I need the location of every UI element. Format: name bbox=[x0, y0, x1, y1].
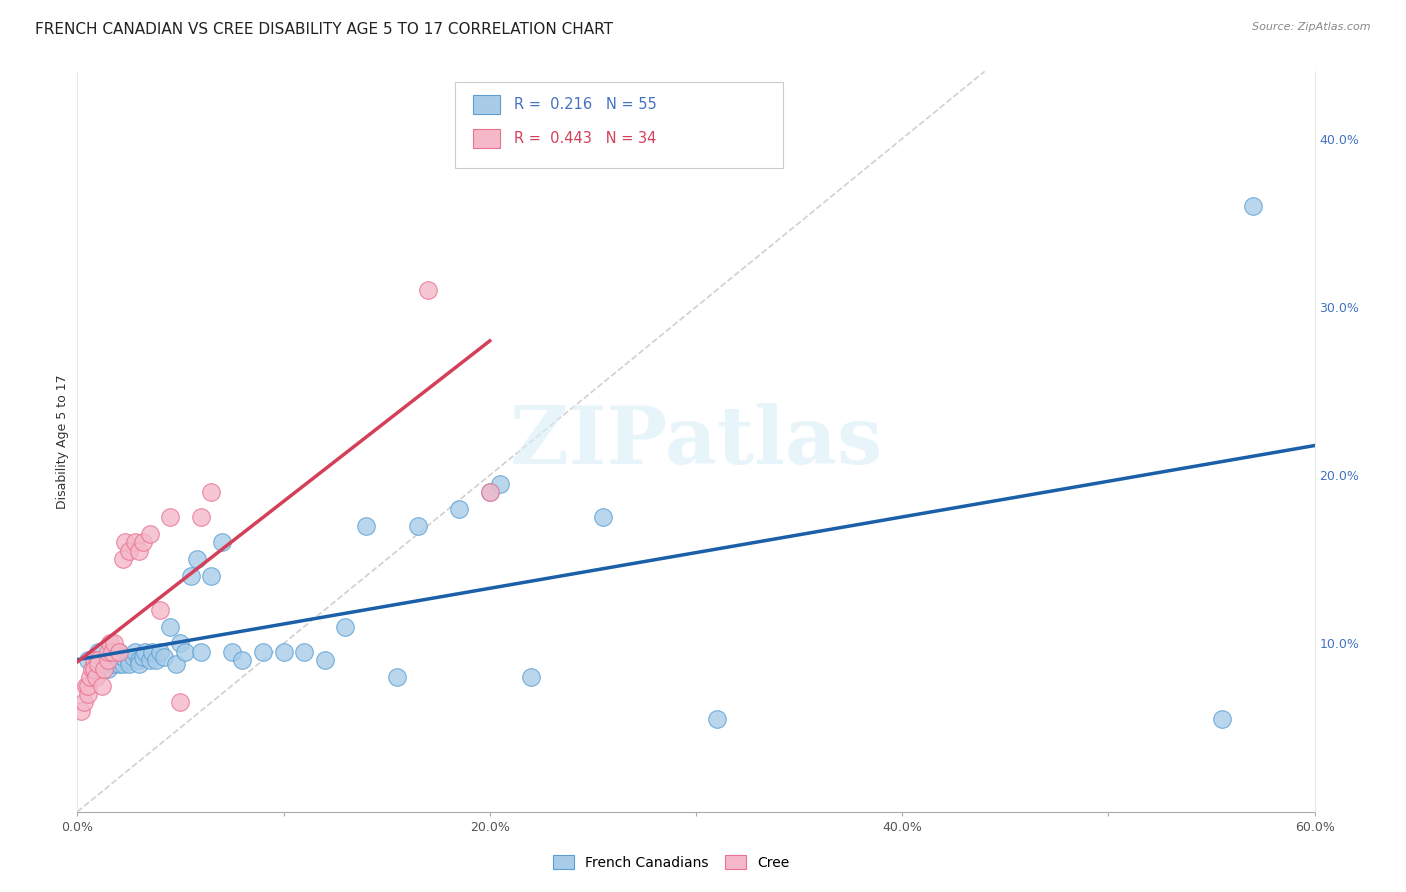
Point bbox=[153, 649, 176, 664]
Point bbox=[91, 653, 114, 667]
Point bbox=[107, 653, 129, 667]
Point bbox=[128, 653, 150, 667]
Point bbox=[335, 619, 357, 633]
Legend: French Canadians, Cree: French Canadians, Cree bbox=[547, 849, 794, 875]
Point bbox=[111, 657, 134, 671]
Point bbox=[76, 653, 98, 667]
Point bbox=[111, 649, 134, 664]
FancyBboxPatch shape bbox=[474, 95, 501, 114]
Point bbox=[478, 485, 501, 500]
Point bbox=[169, 636, 191, 650]
Point bbox=[118, 657, 141, 671]
Point bbox=[76, 687, 98, 701]
Point bbox=[489, 476, 512, 491]
Point bbox=[292, 645, 315, 659]
Point bbox=[128, 544, 150, 558]
Point bbox=[145, 653, 167, 667]
Point bbox=[97, 645, 120, 659]
Point bbox=[520, 670, 543, 684]
Point bbox=[447, 501, 470, 516]
Point bbox=[252, 645, 274, 659]
Point bbox=[107, 645, 129, 659]
Point bbox=[107, 645, 129, 659]
Point bbox=[83, 662, 105, 676]
Text: ZIPatlas: ZIPatlas bbox=[510, 402, 882, 481]
Point bbox=[416, 283, 439, 297]
Y-axis label: Disability Age 5 to 17: Disability Age 5 to 17 bbox=[56, 375, 69, 508]
Point bbox=[190, 510, 212, 524]
Point bbox=[97, 653, 120, 667]
Point bbox=[84, 670, 107, 684]
Point bbox=[124, 535, 146, 549]
Point bbox=[101, 649, 124, 664]
Point bbox=[211, 535, 233, 549]
FancyBboxPatch shape bbox=[474, 129, 501, 148]
Text: R =  0.216   N = 55: R = 0.216 N = 55 bbox=[515, 97, 657, 112]
Point bbox=[75, 679, 97, 693]
Point bbox=[91, 679, 114, 693]
Point bbox=[159, 510, 181, 524]
Point bbox=[385, 670, 408, 684]
Point bbox=[200, 485, 222, 500]
Point bbox=[132, 649, 155, 664]
Point bbox=[169, 695, 191, 709]
Point bbox=[138, 527, 160, 541]
FancyBboxPatch shape bbox=[454, 82, 783, 168]
Point bbox=[1211, 712, 1233, 726]
Point bbox=[114, 535, 136, 549]
Point bbox=[87, 645, 110, 659]
Point bbox=[1241, 199, 1264, 213]
Point bbox=[79, 670, 101, 684]
Point bbox=[76, 679, 98, 693]
Point bbox=[97, 662, 120, 676]
Point bbox=[165, 657, 187, 671]
Point bbox=[173, 645, 195, 659]
Point bbox=[231, 653, 253, 667]
Point bbox=[107, 657, 129, 671]
Point bbox=[70, 704, 93, 718]
Point bbox=[122, 649, 145, 664]
Point bbox=[98, 636, 121, 650]
Text: Source: ZipAtlas.com: Source: ZipAtlas.com bbox=[1253, 22, 1371, 32]
Point bbox=[93, 657, 115, 671]
Point bbox=[83, 662, 105, 676]
Point bbox=[159, 619, 181, 633]
Point bbox=[354, 518, 377, 533]
Point bbox=[149, 645, 172, 659]
Point bbox=[103, 636, 125, 650]
Point bbox=[87, 653, 110, 667]
Point bbox=[221, 645, 243, 659]
Text: FRENCH CANADIAN VS CREE DISABILITY AGE 5 TO 17 CORRELATION CHART: FRENCH CANADIAN VS CREE DISABILITY AGE 5… bbox=[35, 22, 613, 37]
Point bbox=[132, 535, 155, 549]
Point bbox=[706, 712, 728, 726]
Point bbox=[101, 645, 124, 659]
Point bbox=[83, 653, 105, 667]
Point bbox=[87, 662, 110, 676]
Point bbox=[80, 662, 103, 676]
Point bbox=[406, 518, 429, 533]
Point bbox=[200, 569, 222, 583]
Point bbox=[124, 645, 146, 659]
Point bbox=[87, 657, 110, 671]
Point bbox=[592, 510, 614, 524]
Point bbox=[478, 485, 501, 500]
Point bbox=[97, 653, 120, 667]
Point bbox=[93, 662, 115, 676]
Point bbox=[118, 544, 141, 558]
Point bbox=[118, 653, 141, 667]
Point bbox=[103, 657, 125, 671]
Point bbox=[138, 653, 160, 667]
Point bbox=[273, 645, 295, 659]
Point bbox=[141, 645, 163, 659]
Point bbox=[180, 569, 202, 583]
Point bbox=[72, 695, 94, 709]
Text: R =  0.443   N = 34: R = 0.443 N = 34 bbox=[515, 131, 657, 146]
Point bbox=[128, 657, 150, 671]
Point bbox=[111, 552, 134, 566]
Point bbox=[190, 645, 212, 659]
Point bbox=[134, 645, 156, 659]
Point bbox=[149, 603, 172, 617]
Point bbox=[186, 552, 208, 566]
Point bbox=[314, 653, 336, 667]
